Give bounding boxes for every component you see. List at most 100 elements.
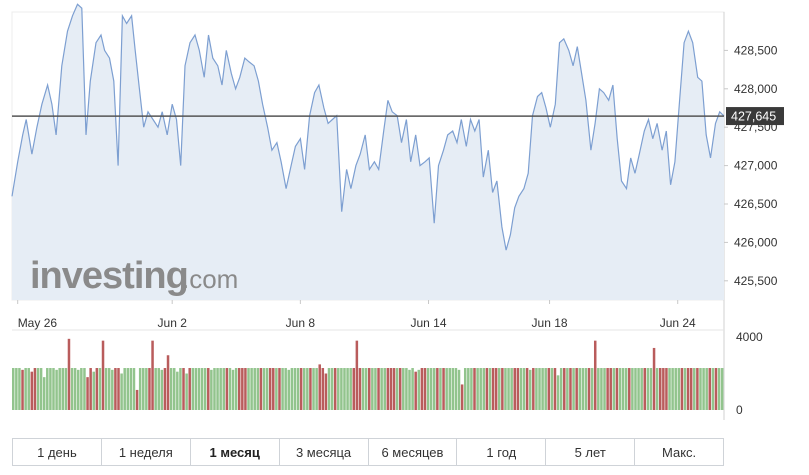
volume-bar bbox=[714, 368, 718, 410]
volume-tick-label: 4000 bbox=[736, 330, 763, 344]
volume-bar bbox=[80, 368, 83, 410]
volume-bar bbox=[485, 368, 489, 410]
volume-bar bbox=[24, 368, 27, 410]
volume-bar bbox=[312, 368, 315, 410]
volume-bar bbox=[634, 368, 637, 410]
volume-bar bbox=[522, 368, 526, 410]
volume-bar bbox=[166, 355, 170, 410]
volume-bar bbox=[402, 368, 405, 410]
volume-bar bbox=[253, 368, 256, 410]
volume-bar bbox=[120, 373, 123, 410]
volume-bar bbox=[42, 377, 46, 410]
volume-bar bbox=[377, 368, 380, 410]
volume-bar bbox=[699, 368, 702, 410]
volume-bar bbox=[228, 368, 232, 410]
volume-bar bbox=[380, 368, 383, 410]
volume-bar bbox=[234, 368, 238, 410]
volume-bar bbox=[628, 368, 631, 410]
volume-bar bbox=[27, 368, 30, 410]
volume-bar bbox=[597, 368, 600, 410]
volume-bar bbox=[411, 368, 414, 410]
volume-bar bbox=[318, 364, 321, 411]
volume-bar bbox=[593, 340, 597, 410]
volume-bar bbox=[566, 368, 569, 410]
volume-bar bbox=[693, 368, 696, 410]
volume-bar bbox=[708, 368, 712, 410]
volume-bar bbox=[361, 368, 365, 410]
volume-bar bbox=[104, 368, 108, 410]
volume-bar bbox=[445, 368, 448, 410]
price-chart: 425,500426,000426,500427,000427,500428,0… bbox=[11, 3, 784, 420]
volume-bar bbox=[686, 368, 690, 410]
volume-bar bbox=[265, 368, 269, 410]
volume-bar bbox=[58, 368, 61, 410]
volume-bar bbox=[603, 368, 606, 410]
volume-bar bbox=[296, 368, 300, 410]
price-tick-label: 426,000 bbox=[734, 235, 778, 249]
range-button[interactable]: 1 год bbox=[457, 439, 547, 465]
volume-bar bbox=[618, 368, 622, 410]
volume-bar bbox=[39, 368, 43, 410]
volume-bar bbox=[98, 368, 102, 410]
volume-bar bbox=[163, 368, 167, 410]
x-tick-label: Jun 2 bbox=[158, 316, 188, 330]
volume-bar bbox=[439, 368, 442, 410]
range-button[interactable]: Макс. bbox=[661, 444, 697, 460]
volume-bar bbox=[587, 368, 591, 410]
volume-bar bbox=[117, 368, 120, 410]
volume-bar bbox=[213, 368, 216, 410]
volume-bar bbox=[544, 368, 547, 410]
volume-bar bbox=[30, 371, 34, 411]
volume-bar bbox=[631, 368, 634, 410]
volume-bar bbox=[12, 368, 15, 410]
range-button[interactable]: 6 месяцев bbox=[369, 439, 458, 465]
price-tick-label: 426,500 bbox=[734, 197, 778, 211]
volume-bar bbox=[188, 368, 191, 410]
volume-bar bbox=[327, 368, 331, 410]
volume-bar bbox=[420, 368, 424, 410]
volume-bar bbox=[429, 368, 433, 410]
volume-bar bbox=[55, 369, 58, 410]
volume-bar bbox=[643, 368, 647, 410]
volume-bar bbox=[470, 368, 473, 410]
range-button[interactable]: 1 неделя bbox=[102, 439, 191, 465]
volume-bar bbox=[417, 369, 421, 410]
volume-bar bbox=[525, 368, 529, 410]
volume-bar bbox=[702, 368, 705, 410]
volume-bar bbox=[457, 369, 461, 410]
volume-bar bbox=[216, 368, 219, 410]
volume-bar bbox=[330, 368, 334, 410]
range-button[interactable]: 1 день bbox=[13, 439, 102, 465]
volume-bar bbox=[157, 368, 160, 410]
volume-bar bbox=[111, 369, 114, 410]
volume-bar bbox=[433, 368, 436, 410]
volume-bar bbox=[222, 368, 225, 410]
volume-bar bbox=[532, 368, 535, 410]
volume-bar bbox=[637, 368, 640, 410]
range-button[interactable]: 1 месяц bbox=[191, 439, 280, 465]
brand-logo-suffix: .com bbox=[182, 264, 238, 294]
volume-bar bbox=[64, 368, 68, 410]
volume-bar bbox=[172, 368, 176, 410]
volume-bar bbox=[191, 368, 195, 410]
volume-bar bbox=[256, 368, 260, 410]
volume-bar bbox=[408, 369, 411, 410]
volume-bar bbox=[333, 368, 337, 410]
volume-bar bbox=[550, 368, 554, 410]
volume-bar bbox=[482, 368, 486, 410]
volume-bar bbox=[689, 368, 693, 410]
range-button[interactable]: 5 лет bbox=[546, 439, 636, 465]
volume-bar bbox=[36, 368, 40, 410]
range-button[interactable]: 3 месяца bbox=[280, 439, 369, 465]
volume-bar bbox=[299, 368, 303, 410]
volume-bar bbox=[559, 368, 563, 410]
volume-bar bbox=[290, 368, 294, 410]
volume-bar bbox=[250, 368, 253, 410]
volume-bar bbox=[680, 368, 684, 410]
volume-bar bbox=[138, 368, 142, 410]
x-tick-label: Jun 14 bbox=[411, 316, 447, 330]
volume-bar bbox=[346, 368, 349, 410]
volume-bar bbox=[563, 368, 566, 410]
volume-bar bbox=[321, 368, 325, 410]
volume-bar bbox=[612, 368, 616, 410]
